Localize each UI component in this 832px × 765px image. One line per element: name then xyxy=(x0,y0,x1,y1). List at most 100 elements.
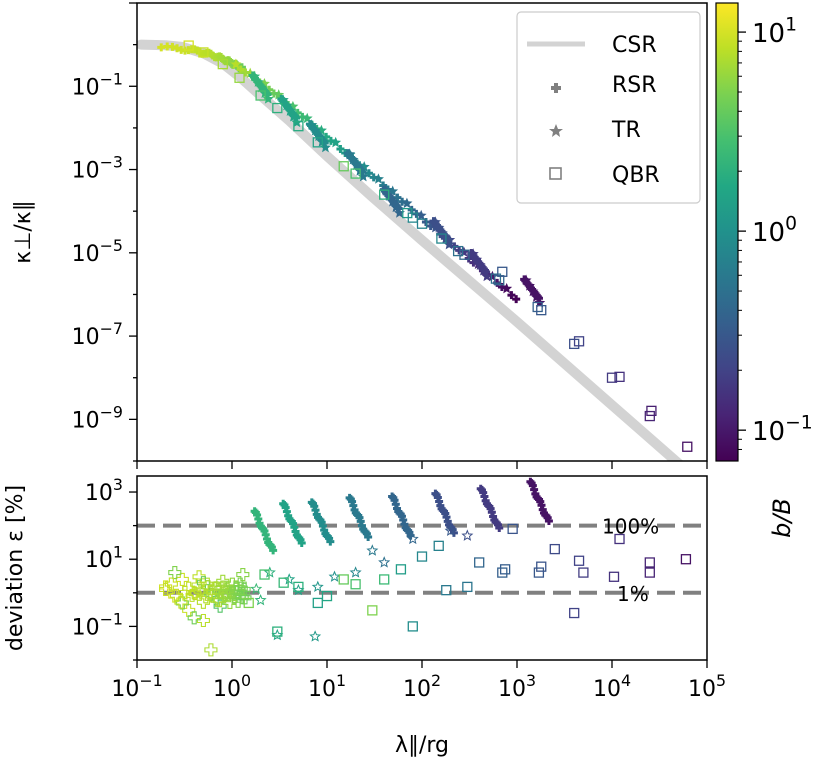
y-tick-label: 10−9 xyxy=(72,402,123,433)
rsr-bottom-point xyxy=(495,523,504,532)
y-tick-label: 10−7 xyxy=(72,319,123,350)
colorbar-label: b/B xyxy=(768,498,796,538)
tr-point xyxy=(401,197,413,209)
qbr-point xyxy=(416,218,428,229)
qbr-bottom-point xyxy=(278,577,289,588)
tr-bottom-point xyxy=(292,583,305,596)
rsr-bottom-point xyxy=(185,588,199,602)
qbr-point xyxy=(459,249,470,260)
bottom-plot-area xyxy=(137,477,707,657)
rsr-bottom-point xyxy=(204,587,218,601)
bottom-x-ticks: 10−1 100 101 102 103 104 105 xyxy=(111,660,726,702)
x-tick-label: 103 xyxy=(498,671,536,702)
qbr-point xyxy=(497,266,508,277)
tr-point xyxy=(230,58,242,70)
tr-bottom-point xyxy=(250,582,263,595)
qbr-point xyxy=(536,304,547,316)
qbr-bottom-point xyxy=(614,533,625,545)
qbr-bottom-point xyxy=(507,523,518,535)
rsr-point xyxy=(507,291,516,300)
rsr-bottom-point xyxy=(269,546,278,555)
qbr-point xyxy=(644,410,655,422)
qbr-bottom-point xyxy=(533,567,545,578)
y-tick-label: 10−3 xyxy=(72,153,123,184)
x-tick-label: 101 xyxy=(308,671,346,702)
tr-point xyxy=(372,173,384,184)
tr-bottom-point xyxy=(406,532,419,545)
tr-bottom-point xyxy=(378,556,391,568)
qbr-bottom-point xyxy=(462,581,473,593)
colorbar-tick-label: 10−1 xyxy=(752,412,813,447)
x-tick-label: 10−1 xyxy=(111,671,162,702)
tr-bottom-point xyxy=(271,628,284,641)
bottom-panel: 103 101 10−1 10−1 100 101 102 103 104 105 100% 1… xyxy=(3,475,726,758)
colorbar-tick-label: 101 xyxy=(752,14,797,49)
qbr-point xyxy=(234,72,245,83)
bottom-y-axis-label: deviation ε [%] xyxy=(3,485,28,651)
qbr-bottom-point xyxy=(573,555,585,566)
qbr-bottom-point xyxy=(217,589,228,600)
qbr-bottom-point xyxy=(321,590,333,602)
qbr-point xyxy=(293,121,304,132)
qbr-bottom-point xyxy=(433,540,444,551)
y-tick-label: 103 xyxy=(85,475,123,506)
top-plot-area xyxy=(137,39,693,461)
qbr-bottom-point xyxy=(536,561,547,572)
qbr-point xyxy=(312,137,323,148)
y-tick-label: 101 xyxy=(85,542,123,573)
top-panel: 10−1 10−3 10−5 10−7 10−9 κ⊥/κ∥ CSR RSR TR QB… xyxy=(11,2,708,469)
hline-label-100: 100% xyxy=(602,515,659,539)
rsr-point xyxy=(512,295,521,304)
qbr-bottom-point xyxy=(474,557,485,568)
tr-bottom-point xyxy=(366,544,379,556)
rsr-bottom-point xyxy=(238,591,252,605)
qbr-point xyxy=(646,405,657,417)
legend-qbr-marker xyxy=(549,167,562,180)
qbr-point xyxy=(407,212,418,223)
rsr-bottom-point xyxy=(159,582,173,597)
qbr-point xyxy=(255,90,266,101)
rsr-point xyxy=(292,113,301,122)
qbr-bottom-point xyxy=(312,597,323,609)
qbr-point xyxy=(682,441,693,452)
y-tick-label: 10−1 xyxy=(72,610,123,641)
qbr-bottom-point xyxy=(367,605,378,616)
x-tick-label: 102 xyxy=(403,671,441,702)
qbr-bottom-point xyxy=(680,554,692,565)
legend-box xyxy=(516,11,701,204)
rsr-point xyxy=(336,144,345,153)
qbr-bottom-point xyxy=(407,621,418,632)
rsr-bottom-point xyxy=(191,578,205,592)
tr-bottom-point xyxy=(328,570,341,582)
tr-point xyxy=(330,136,342,148)
qbr-bottom-point xyxy=(350,579,361,590)
rsr-bottom-point xyxy=(220,580,234,594)
rsr-bottom-point xyxy=(187,611,201,625)
tr-point xyxy=(481,270,493,282)
qbr-point xyxy=(452,245,464,257)
colorbar-ticks: 101 100 10−1 xyxy=(738,14,813,450)
qbr-point xyxy=(350,168,361,179)
qbr-bottom-point xyxy=(395,564,407,575)
rsr-bottom-point xyxy=(213,599,227,613)
qbr-bottom-point xyxy=(499,564,511,575)
top-x-ticks xyxy=(136,461,708,469)
qbr-bottom-point xyxy=(234,585,245,596)
qbr-point xyxy=(436,233,447,244)
qbr-bottom-point xyxy=(549,543,560,555)
x-tick-label: 100 xyxy=(213,671,251,702)
tr-bottom-point xyxy=(444,524,457,536)
colorbar-gradient xyxy=(715,2,739,462)
qbr-bottom-point xyxy=(259,569,270,580)
tr-bottom-point xyxy=(461,529,474,541)
rsr-bottom-point xyxy=(364,533,373,542)
qbr-bottom-point xyxy=(578,567,589,578)
tr-bottom-point xyxy=(349,566,362,578)
tr-bottom-point xyxy=(263,566,276,578)
top-y-ticks: 10−1 10−3 10−5 10−7 10−9 xyxy=(72,2,137,462)
bottom-y-ticks: 103 101 10−1 xyxy=(72,475,137,661)
qbr-bottom-point xyxy=(644,557,655,568)
qbr-point xyxy=(198,47,209,58)
y-tick-label: 10−1 xyxy=(72,69,123,100)
